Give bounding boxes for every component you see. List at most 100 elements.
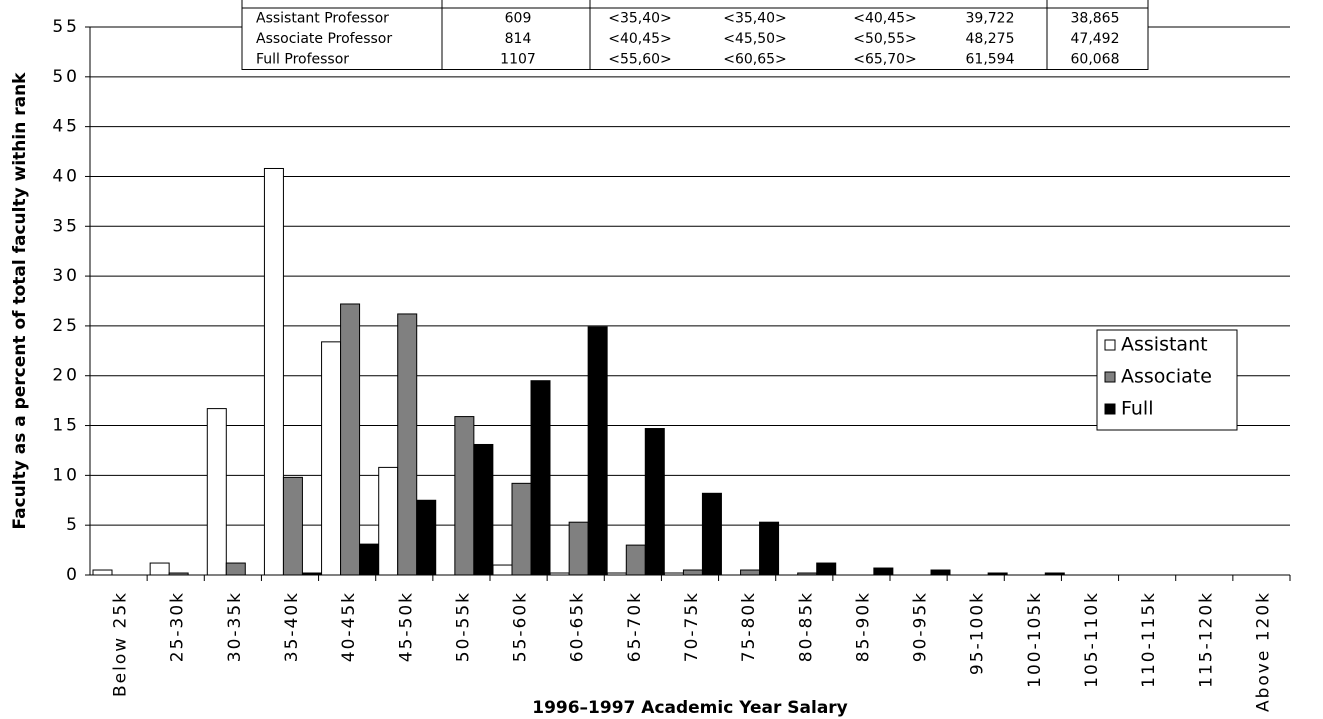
bar: [625, 544, 646, 576]
table-cell: Full Professor: [256, 51, 349, 67]
legend-swatch: [1104, 371, 1116, 383]
legend-label: Assistant: [1121, 334, 1208, 356]
table-cell: 47,492: [1071, 31, 1120, 47]
y-tick-label: 35: [52, 216, 80, 236]
table-cell: 60,068: [1071, 51, 1120, 67]
bar: [340, 303, 361, 576]
x-tick-label: 35-40k: [282, 591, 302, 662]
y-tick-label: 15: [52, 416, 80, 436]
x-tick-label: 90-95k: [911, 591, 931, 662]
bar: [701, 492, 722, 576]
table-cell: <50,55>: [853, 31, 917, 47]
x-tick-label: 100-105k: [1025, 591, 1045, 688]
legend-box: [1096, 329, 1238, 431]
bar: [473, 443, 494, 576]
bar: [321, 341, 342, 576]
y-tick-label: 45: [52, 117, 80, 137]
bar: [454, 416, 475, 576]
bar: [1044, 572, 1065, 576]
x-tick-label: 110-115k: [1139, 591, 1159, 688]
x-tick-label: 50-55k: [453, 591, 473, 662]
table-cell: <65,70>: [853, 51, 917, 67]
bar: [740, 569, 761, 576]
x-tick-label: 60-65k: [568, 591, 588, 662]
table-cell: <55,60>: [608, 51, 672, 67]
x-tick-label: 95-100k: [968, 591, 988, 675]
table-cell: <60,65>: [723, 51, 787, 67]
table-bg: [241, 0, 1149, 70]
x-tick-label: 40-45k: [339, 591, 359, 662]
y-axis-title: Faculty as a percent of total faculty wi…: [10, 72, 30, 530]
bar: [759, 521, 780, 576]
legend-swatch: [1104, 339, 1116, 351]
y-tick-label: 55: [52, 17, 80, 37]
bar: [397, 313, 418, 576]
legend-label: Associate: [1121, 366, 1212, 388]
bar: [92, 569, 113, 576]
bar: [359, 543, 380, 576]
y-tick-label: 10: [52, 465, 80, 485]
x-tick-label: Below 25k: [111, 591, 131, 697]
y-tick-label: 30: [52, 266, 80, 286]
bar: [416, 499, 437, 576]
bar: [225, 562, 246, 576]
table-cell: <40,45>: [853, 10, 917, 26]
y-tick-label: 0: [66, 565, 80, 585]
table-cell: 48,275: [966, 31, 1015, 47]
bar: [816, 562, 837, 576]
bar: [587, 326, 608, 576]
bar: [168, 572, 189, 576]
x-tick-label: 65-70k: [625, 591, 645, 662]
bar: [987, 572, 1008, 576]
y-tick-label: 50: [52, 67, 80, 87]
y-tick-label: 40: [52, 166, 80, 186]
bar: [378, 466, 399, 576]
table-cell: <35,40>: [723, 10, 787, 26]
bar: [797, 572, 818, 576]
bar: [682, 569, 703, 576]
table-cell: <40,45>: [608, 31, 672, 47]
legend-label: Full: [1121, 398, 1154, 420]
bar: [263, 167, 284, 576]
bar: [644, 428, 665, 576]
x-tick-label: 25-30k: [168, 591, 188, 662]
table-cell: 61,594: [966, 51, 1015, 67]
table-cell: <45,50>: [723, 31, 787, 47]
legend-swatch: [1104, 403, 1116, 415]
table-cell: 1107: [500, 51, 536, 67]
bar: [549, 572, 570, 576]
bar: [663, 572, 684, 576]
x-tick-label: 105-110k: [1082, 591, 1102, 688]
x-tick-label: 45-50k: [396, 591, 416, 662]
bar: [606, 572, 627, 576]
bar: [149, 562, 170, 576]
y-tick-label: 5: [66, 515, 80, 535]
x-tick-label: 75-80k: [739, 591, 759, 662]
table-cell: <35,40>: [608, 10, 672, 26]
x-tick-label: 115-120k: [1196, 591, 1216, 688]
x-tick-label: 80-85k: [796, 591, 816, 662]
table-cell: Associate Professor: [256, 31, 392, 47]
bar: [568, 521, 589, 576]
bar: [282, 476, 303, 576]
bar: [530, 380, 551, 576]
table-cell: Assistant Professor: [256, 10, 389, 26]
bar: [492, 564, 513, 576]
x-tick-label: 70-75k: [682, 591, 702, 662]
y-tick-label: 20: [52, 366, 80, 386]
bar: [511, 482, 532, 576]
table-cell: 609: [505, 10, 532, 26]
bar: [873, 567, 894, 576]
bar: [206, 408, 227, 576]
bar: [301, 572, 322, 576]
x-axis-title: 1996–1997 Academic Year Salary: [532, 698, 848, 718]
y-tick-label: 25: [52, 316, 80, 336]
table-cell: 38,865: [1071, 10, 1120, 26]
x-tick-label: 30-35k: [225, 591, 245, 662]
x-tick-label: Above 120k: [1253, 591, 1273, 712]
x-tick-label: 85-90k: [853, 591, 873, 662]
table-cell: 39,722: [966, 10, 1015, 26]
table-cell: 814: [505, 31, 532, 47]
x-tick-label: 55-60k: [511, 591, 531, 662]
